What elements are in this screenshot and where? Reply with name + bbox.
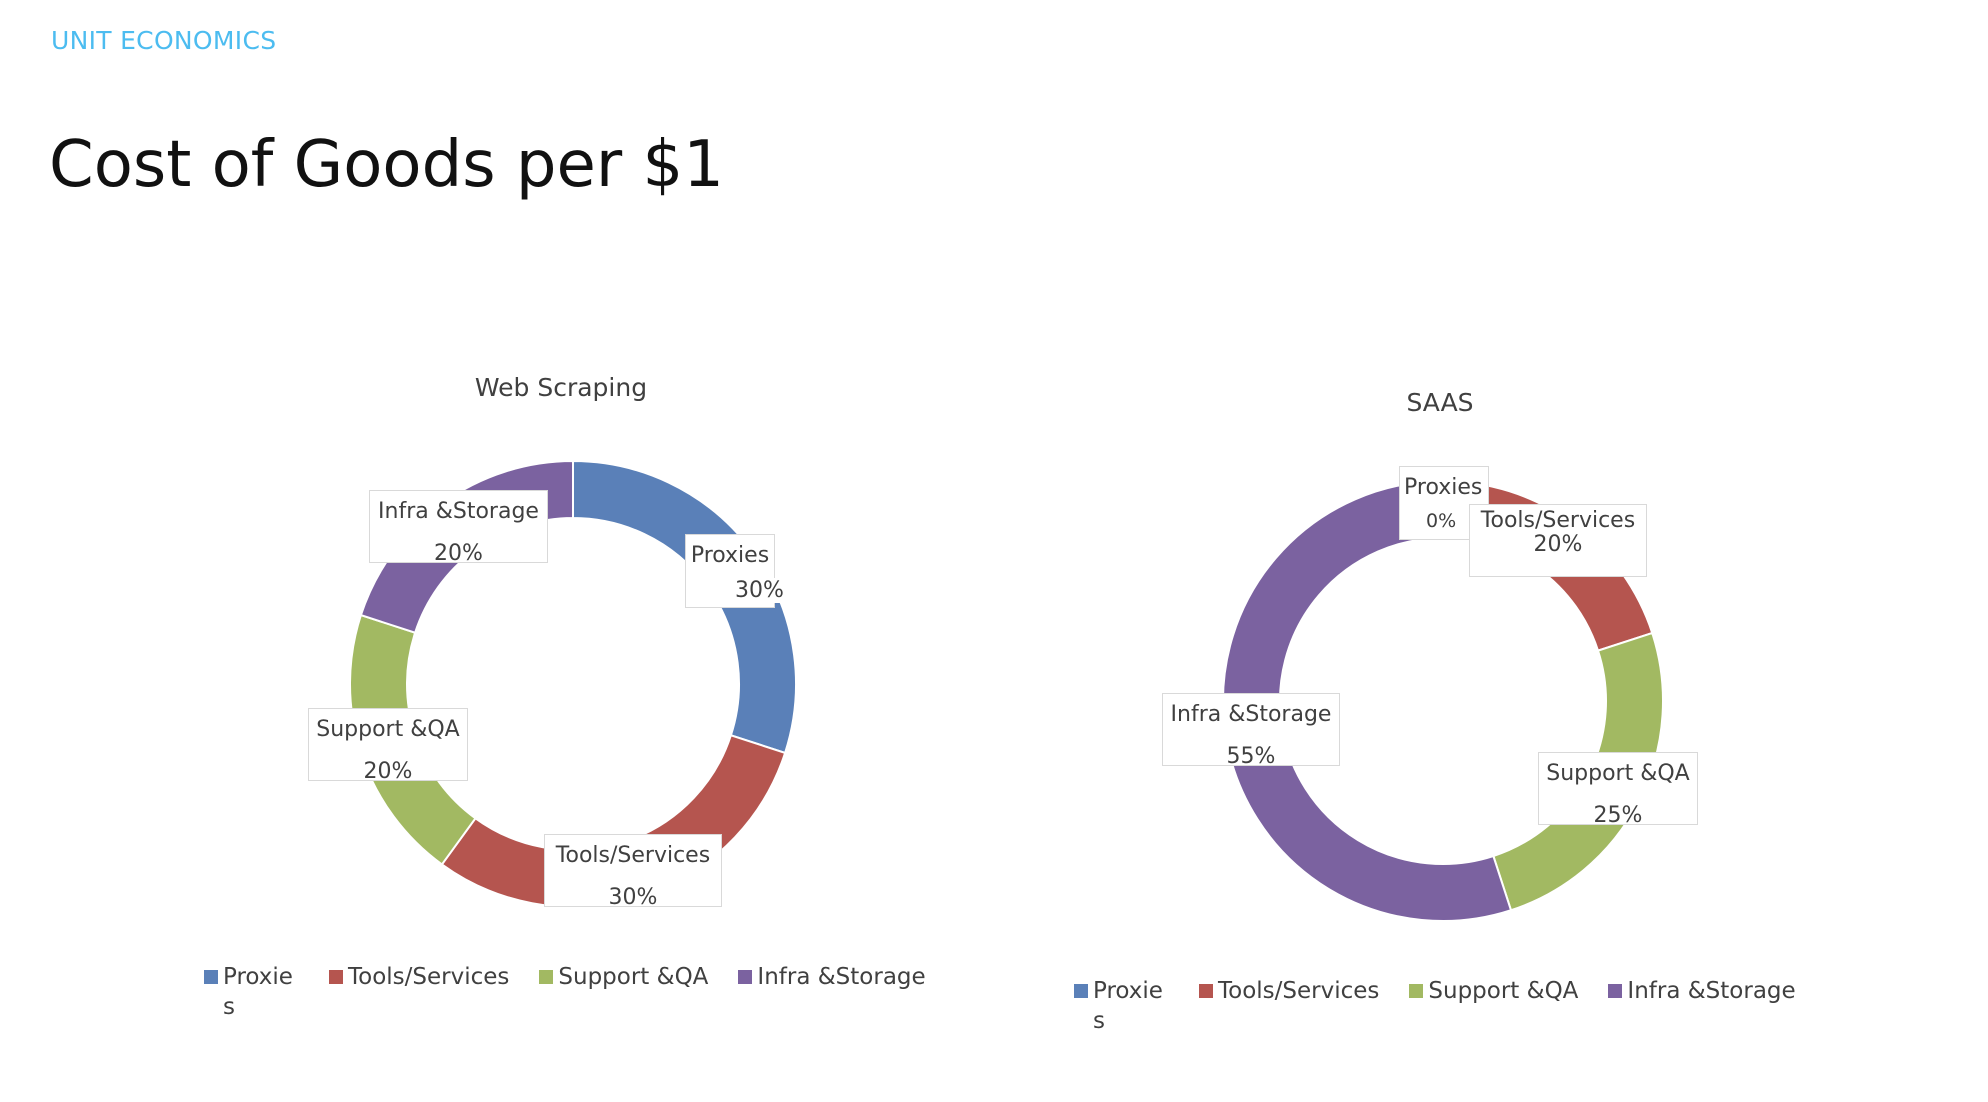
chart-title-web-scraping: Web Scraping <box>474 373 648 402</box>
legend-item: Tools/Services <box>329 962 509 1022</box>
legend-label: Infra &Storage <box>757 964 926 990</box>
page-title: Cost of Goods per $1 <box>49 128 724 202</box>
data-label-tools: Tools/Services 20% <box>1469 504 1647 577</box>
data-label-value: 20% <box>1533 532 1583 557</box>
legend-label: Proxies <box>223 964 293 1020</box>
data-label-tools: Tools/Services 30% <box>544 834 722 907</box>
data-label-value-proxies: 30% <box>735 578 784 603</box>
legend-item: Support &QA <box>1409 976 1578 1036</box>
data-label-value: 30% <box>608 885 658 907</box>
legend-label: Infra &Storage <box>1627 978 1796 1004</box>
legend-saas: Proxies Tools/Services Support &QA Infra &S… <box>1074 976 1796 1036</box>
section-kicker: UNIT ECONOMICS <box>51 26 277 55</box>
data-label-name: Infra &Storage <box>1170 702 1332 727</box>
data-label-support: Support &QA 25% <box>1538 752 1698 825</box>
data-label-value: 20% <box>434 541 483 563</box>
legend-swatch-icon <box>738 970 753 984</box>
chart-title-saas: SAAS <box>1406 388 1474 417</box>
legend-item: Support &QA <box>539 962 708 1022</box>
legend-swatch-icon <box>1199 984 1213 998</box>
legend-swatch-icon <box>539 970 554 984</box>
legend-item: Tools/Services <box>1199 976 1379 1036</box>
data-label-value: 25% <box>1593 803 1643 825</box>
data-label-support: Support &QA 20% <box>308 708 468 781</box>
legend-label: Support &QA <box>558 964 709 990</box>
legend-item: Proxies <box>1074 976 1169 1036</box>
legend-label: Support &QA <box>1428 978 1579 1004</box>
legend-swatch-icon <box>1074 984 1088 998</box>
legend-swatch-icon <box>1409 984 1424 998</box>
legend-label: Tools/Services <box>1218 978 1380 1004</box>
data-label-value: 55% <box>1226 744 1276 766</box>
data-label-value: 20% <box>363 759 413 781</box>
legend-label: Tools/Services <box>348 964 510 990</box>
legend-swatch-icon <box>329 970 343 984</box>
data-label-infra: Infra &Storage 55% <box>1162 693 1340 766</box>
legend-item: Proxies <box>204 962 299 1022</box>
legend-item: Infra &Storage <box>1608 976 1796 1036</box>
legend-web-scraping: Proxies Tools/Services Support &QA Infra &S… <box>204 962 926 1022</box>
legend-label: Proxies <box>1093 978 1163 1034</box>
data-label-name: Support &QA <box>1546 761 1690 786</box>
data-label-name: Support &QA <box>316 717 460 742</box>
data-label-infra: Infra &Storage 20% <box>369 490 548 563</box>
data-label-name: Proxies <box>690 543 770 568</box>
legend-swatch-icon <box>1608 984 1623 998</box>
legend-item: Infra &Storage <box>738 962 926 1022</box>
data-label-name: Tools/Services <box>1480 508 1636 533</box>
legend-swatch-icon <box>204 970 218 984</box>
data-label-name: Tools/Services <box>555 843 711 868</box>
data-label-name: Proxies <box>1404 475 1483 500</box>
data-label-value-proxies: 0% <box>1426 510 1457 532</box>
data-label-name: Infra &Storage <box>378 499 539 524</box>
